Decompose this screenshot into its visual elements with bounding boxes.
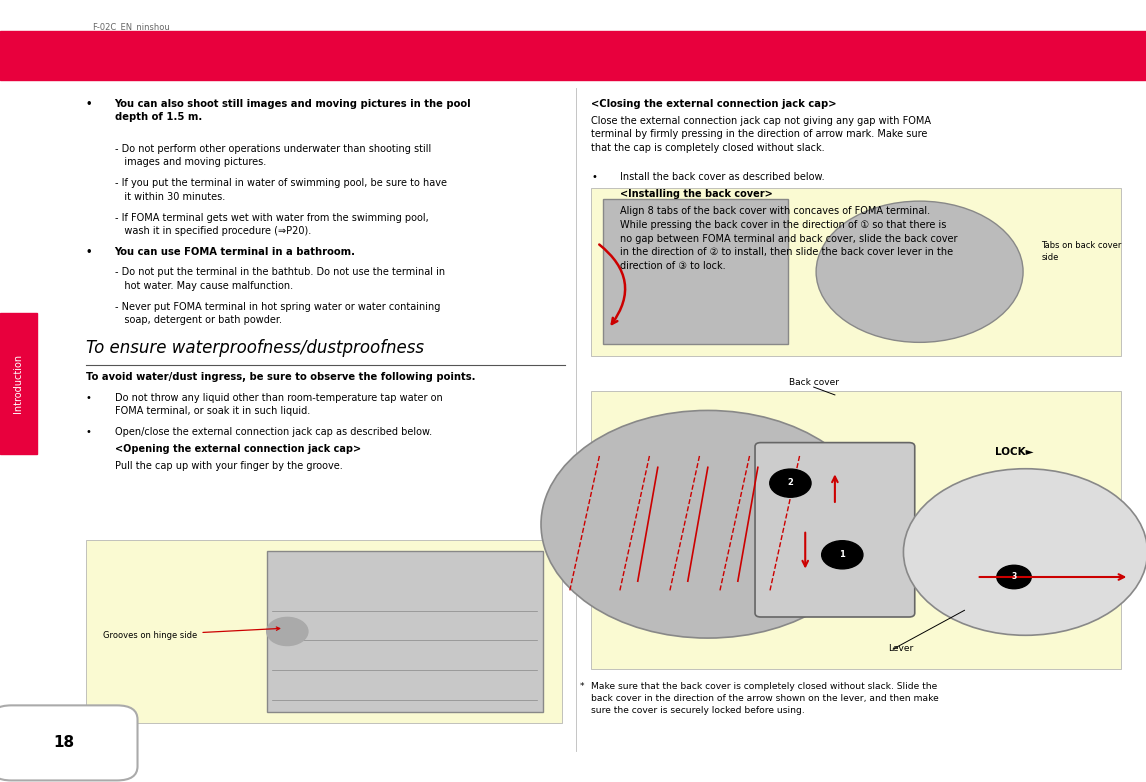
Bar	[267, 551, 542, 712]
Text: Lever: Lever	[888, 644, 913, 653]
Bar	[603, 199, 788, 344]
Circle shape	[816, 201, 1023, 343]
Text: Make sure that the back cover is completely closed without slack. Slide the
back: Make sure that the back cover is complet…	[591, 682, 939, 716]
Text: - Do not perform other operations underwater than shooting still
   images and m: - Do not perform other operations underw…	[115, 144, 431, 167]
Text: - If you put the terminal in water of swimming pool, be sure to have
   it withi: - If you put the terminal in water of sw…	[115, 178, 447, 202]
Circle shape	[267, 618, 308, 646]
Text: •: •	[86, 247, 93, 257]
Text: •: •	[86, 427, 92, 437]
Text: To avoid water/dust ingress, be sure to observe the following points.: To avoid water/dust ingress, be sure to …	[86, 372, 476, 382]
Text: LOCK►: LOCK►	[995, 447, 1034, 457]
Circle shape	[541, 411, 874, 638]
Text: Open/close the external connection jack cap as described below.: Open/close the external connection jack …	[115, 427, 432, 437]
Text: Back cover: Back cover	[788, 378, 839, 387]
Text: Install the back cover as described below.: Install the back cover as described belo…	[620, 172, 825, 182]
Text: *: *	[580, 682, 584, 691]
Text: Close the external connection jack cap not giving any gap with FOMA
terminal by : Close the external connection jack cap n…	[591, 116, 932, 153]
Text: <Opening the external connection jack cap>: <Opening the external connection jack ca…	[115, 444, 361, 454]
Circle shape	[770, 469, 811, 497]
Text: Grooves on hinge side: Grooves on hinge side	[103, 627, 280, 640]
Bar	[591, 188, 1121, 356]
Text: You can use FOMA terminal in a bathroom.: You can use FOMA terminal in a bathroom.	[115, 247, 355, 257]
Text: Do not throw any liquid other than room-temperature tap water on
FOMA terminal, : Do not throw any liquid other than room-…	[115, 393, 442, 416]
Text: - Never put FOMA terminal in hot spring water or water containing
   soap, deter: - Never put FOMA terminal in hot spring …	[115, 302, 440, 325]
Circle shape	[903, 468, 1146, 635]
Text: •: •	[591, 172, 597, 182]
Text: 1: 1	[839, 550, 846, 558]
Text: 2: 2	[787, 478, 793, 487]
Text: You can also shoot still images and moving pictures in the pool
depth of 1.5 m.: You can also shoot still images and movi…	[115, 99, 471, 122]
Text: F-02C_EN_ninshou: F-02C_EN_ninshou	[92, 22, 170, 31]
Bar	[0, 313, 37, 454]
Text: - If FOMA terminal gets wet with water from the swimming pool,
   wash it in spe: - If FOMA terminal gets wet with water f…	[115, 213, 429, 236]
Text: 18: 18	[54, 735, 74, 751]
Text: •: •	[86, 99, 93, 109]
Text: •: •	[86, 393, 92, 403]
Bar	[591, 391, 1121, 669]
Text: Pull the cap up with your finger by the groove.: Pull the cap up with your finger by the …	[115, 461, 343, 472]
Bar	[86, 540, 562, 723]
FancyBboxPatch shape	[755, 443, 915, 617]
Text: - Do not put the terminal in the bathtub. Do not use the terminal in
   hot wate: - Do not put the terminal in the bathtub…	[115, 267, 445, 291]
Text: Introduction: Introduction	[14, 353, 23, 413]
Text: <Closing the external connection jack cap>: <Closing the external connection jack ca…	[591, 99, 837, 109]
Text: Tabs on back cover
side: Tabs on back cover side	[1042, 242, 1122, 262]
Bar	[0, 31, 1146, 80]
Text: To ensure waterproofness/dustproofness: To ensure waterproofness/dustproofness	[86, 339, 424, 357]
Circle shape	[997, 565, 1031, 589]
Circle shape	[822, 540, 863, 569]
FancyBboxPatch shape	[0, 705, 138, 780]
Text: Align 8 tabs of the back cover with concaves of FOMA terminal.
While pressing th: Align 8 tabs of the back cover with conc…	[620, 206, 958, 271]
Text: 3: 3	[1012, 572, 1017, 581]
Text: <Installing the back cover>: <Installing the back cover>	[620, 189, 772, 199]
